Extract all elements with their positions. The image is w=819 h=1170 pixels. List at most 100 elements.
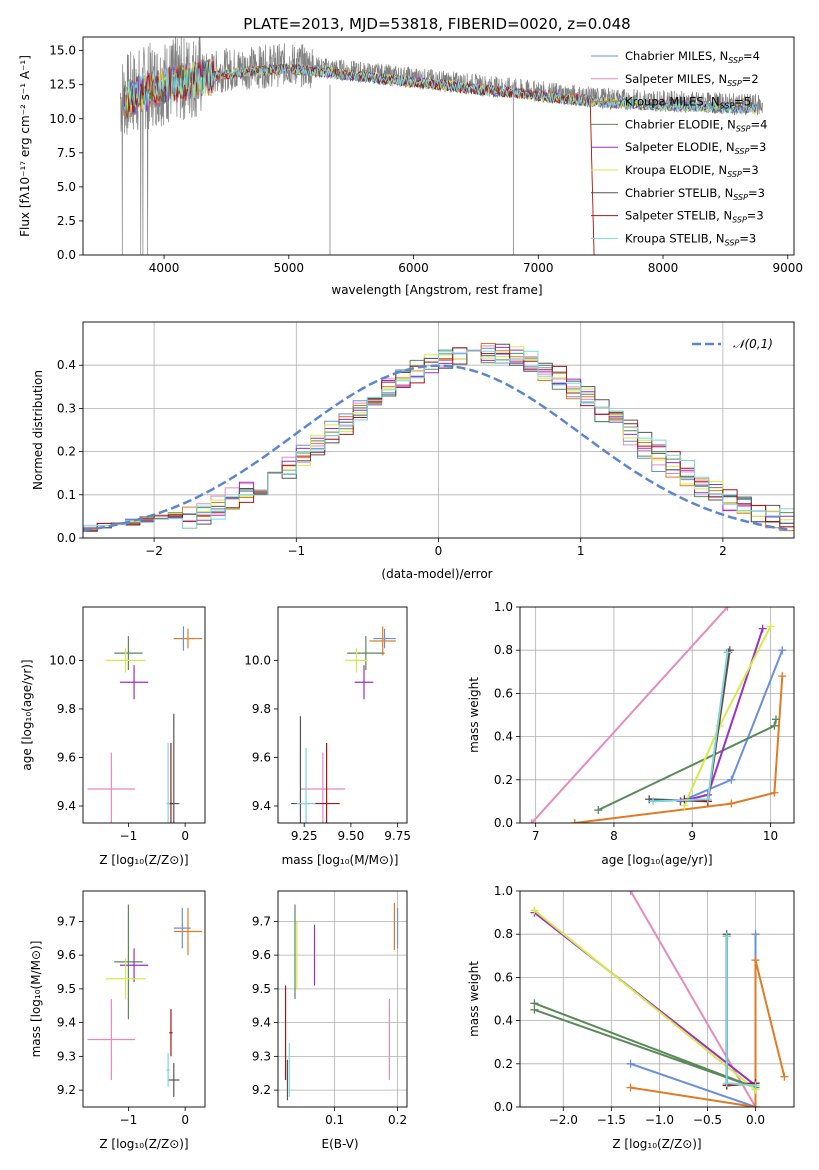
- residual-histogram: [83, 349, 794, 529]
- x-tick-label: 0.2: [388, 1113, 407, 1127]
- x-tick-label: 2: [719, 544, 727, 558]
- x-tick-label: −2.0: [549, 1113, 578, 1127]
- weight-line: [630, 959, 786, 1107]
- x-tick-label: −0.5: [693, 1113, 722, 1127]
- error-point: [114, 636, 143, 671]
- x-tick-label: 9.50: [338, 829, 365, 843]
- x-axis-label: Z [log₁₀(Z/Z⊙)]: [99, 853, 188, 867]
- y-tick-label: 9.6: [57, 948, 76, 962]
- weight-marker: [626, 891, 635, 895]
- x-tick-label: 10: [763, 829, 778, 843]
- y-tick-label: 9.6: [252, 948, 271, 962]
- legend: 𝒩(0,1): [692, 337, 773, 351]
- axes-frame: [277, 606, 408, 824]
- y-tick-label: 0.8: [494, 643, 513, 657]
- axes-age_vs_Z: −1 0 9.4 9.6 9.8 10.0 Z [log₁₀(Z/Z⊙)] age [log₁…: [20, 606, 206, 867]
- y-tick-label: 1.0: [494, 600, 513, 614]
- error-point: [87, 752, 136, 823]
- y-tick-label: 0.0: [57, 248, 76, 262]
- x-tick-label: 4000: [149, 261, 180, 275]
- weight-marker: [778, 646, 787, 655]
- weight-line: [680, 628, 764, 803]
- axes-mass_vs_Z: −1 0 9.2 9.3 9.4 9.5 9.6 9.7 Z [log₁₀(Z/Z⊙)] mass…: [29, 890, 206, 1151]
- y-tick-label: 0.2: [57, 445, 76, 459]
- legend-label: Kroupa STELIB, NSSP=3: [625, 231, 756, 247]
- model-spectrum: [123, 59, 757, 116]
- error-point: [168, 1063, 180, 1097]
- legend-label: Chabrier ELODIE, NSSP=4: [625, 117, 767, 133]
- x-tick-label: −1: [120, 829, 138, 843]
- error-point: [296, 747, 316, 823]
- axes-weight_vs_Z: −2.0 −1.5 −1.0 −0.5 0.0 0.0 0.2 0.4 0.6 0.8 1.0 Z […: [467, 884, 795, 1151]
- y-tick-label: 9.3: [57, 1049, 76, 1063]
- plot-area: [83, 322, 794, 538]
- error-point: [313, 742, 340, 823]
- axes-frame: [277, 890, 408, 1108]
- error-point: [373, 628, 396, 649]
- legend-label: Kroupa ELODIE, NSSP=3: [625, 163, 759, 179]
- error-point: [169, 1009, 173, 1057]
- error-point: [105, 958, 146, 999]
- axes-frame: [82, 36, 795, 256]
- error-point: [369, 626, 396, 656]
- y-axis-label: Flux [fλ10⁻¹⁷ erg cm⁻² s⁻¹ A⁻¹]: [18, 55, 32, 237]
- weight-marker: [727, 775, 736, 784]
- weight-marker: [771, 715, 780, 724]
- error-point: [119, 948, 149, 983]
- weight-marker: [778, 672, 787, 681]
- y-tick-label: 9.8: [57, 702, 76, 716]
- y-tick-label: 9.5: [252, 982, 271, 996]
- error-point: [173, 907, 203, 956]
- normal-curve: [83, 364, 792, 532]
- chart-title: PLATE=2013, MJD=53818, FIBERID=0020, z=0…: [243, 15, 630, 33]
- y-axis-label: Normed distribution: [31, 370, 45, 490]
- plot-area: [87, 904, 203, 1097]
- error-point: [87, 999, 136, 1080]
- x-tick-label: −1.0: [645, 1113, 674, 1127]
- x-tick-label: 0: [435, 544, 443, 558]
- weight-marker: [530, 906, 539, 915]
- weight-marker: [527, 819, 536, 823]
- weight-marker: [727, 799, 736, 808]
- x-tick-label: 8: [610, 829, 618, 843]
- weight-marker: [594, 806, 603, 815]
- weight-marker: [703, 795, 712, 804]
- y-axis-label: mass weight: [467, 961, 481, 1037]
- y-tick-label: 9.4: [252, 1016, 271, 1030]
- x-axis-label: wavelength [Angstrom, rest frame]: [331, 283, 542, 297]
- weight-marker: [751, 1103, 760, 1107]
- axes-age_vs_mass: 9.25 9.50 9.75 9.4 9.6 9.8 10.0 mass [log₁₀(M/M…: [244, 606, 411, 867]
- axes-mass_vs_ebv: 0.1 0.2 9.2 9.3 9.4 9.5 9.6 9.7 E(B-V): [252, 890, 408, 1151]
- x-tick-label: 9000: [772, 261, 803, 275]
- x-axis-label: Z [log₁₀(Z/Z⊙)]: [99, 1137, 188, 1151]
- plot-area: [278, 891, 407, 1107]
- weight-marker: [570, 819, 579, 823]
- y-tick-label: 9.2: [252, 1083, 271, 1097]
- legend-label: Salpeter MILES, NSSP=2: [625, 72, 759, 88]
- error-point: [345, 648, 368, 673]
- x-tick-label: 5000: [274, 261, 305, 275]
- y-tick-label: 9.7: [252, 914, 271, 928]
- weight-line: [629, 891, 757, 1107]
- legend-label: Chabrier STELIB, NSSP=3: [625, 186, 765, 202]
- y-tick-label: 7.5: [57, 146, 76, 160]
- y-tick-label: 0.8: [494, 927, 513, 941]
- legend-label: Kroupa MILES, NSSP=5: [625, 95, 751, 111]
- y-tick-label: 0.4: [494, 1014, 513, 1028]
- weight-marker: [723, 648, 732, 657]
- y-axis-label: age [log₁₀(age/yr)]: [20, 659, 34, 770]
- x-tick-label: 7: [532, 829, 540, 843]
- weight-line: [533, 909, 757, 1091]
- y-tick-label: 9.4: [252, 799, 271, 813]
- legend-label: Salpeter STELIB, NSSP=3: [625, 209, 764, 225]
- y-tick-label: 9.4: [57, 1016, 76, 1030]
- legend-label: Chabrier MILES, NSSP=4: [625, 49, 760, 65]
- y-tick-label: 0.0: [494, 816, 513, 830]
- x-tick-label: −2: [145, 544, 163, 558]
- error-point: [354, 665, 374, 700]
- x-axis-label: E(B-V): [321, 1137, 358, 1151]
- y-tick-label: 0.0: [494, 1100, 513, 1114]
- y-tick-label: 9.3: [252, 1049, 271, 1063]
- weight-marker: [626, 1083, 635, 1092]
